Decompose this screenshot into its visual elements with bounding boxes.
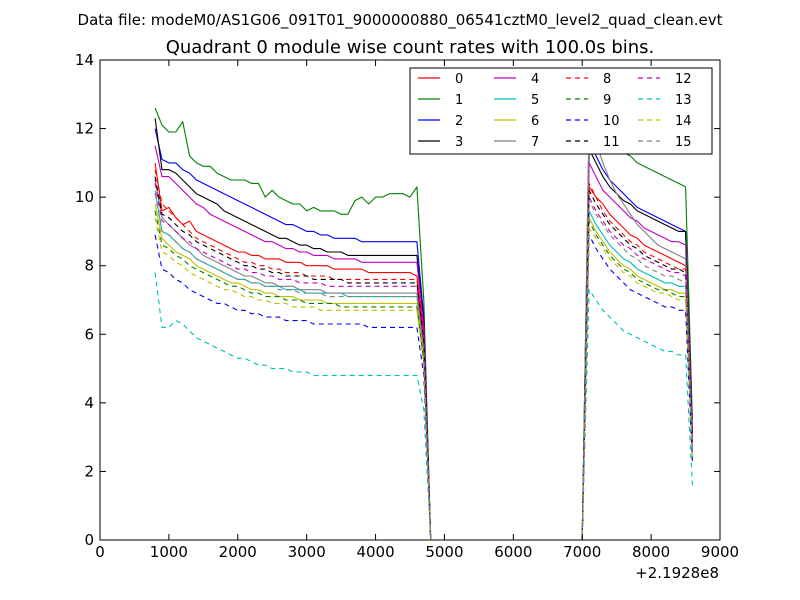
legend-item-8: 8 bbox=[566, 72, 611, 87]
legend-item-11: 11 bbox=[566, 135, 620, 150]
chart-title: Quadrant 0 module wise count rates with … bbox=[166, 37, 655, 58]
legend-item-0: 0 bbox=[418, 72, 463, 87]
y-tick-label: 14 bbox=[75, 51, 94, 69]
x-tick-label: 1000 bbox=[150, 543, 188, 561]
legend-item-15: 15 bbox=[638, 135, 692, 150]
legend-item-1: 1 bbox=[418, 93, 463, 108]
x-tick-label: 7000 bbox=[563, 543, 601, 561]
legend-label: 3 bbox=[455, 135, 463, 150]
y-tick-label: 8 bbox=[84, 257, 94, 275]
series-line-2 bbox=[154, 128, 693, 541]
legend-item-9: 9 bbox=[566, 93, 611, 108]
plot-frame bbox=[99, 59, 721, 541]
legend-label: 15 bbox=[675, 135, 692, 150]
legend-label: 7 bbox=[531, 135, 539, 150]
y-tick-label: 6 bbox=[84, 325, 94, 343]
x-tick-label: 2000 bbox=[219, 543, 257, 561]
x-tick-label: 9000 bbox=[701, 543, 739, 561]
legend-frame bbox=[409, 67, 713, 155]
legend-item-6: 6 bbox=[494, 114, 539, 129]
legend-item-4: 4 bbox=[494, 72, 539, 87]
legend-item-2: 2 bbox=[418, 114, 463, 129]
tick-layer: 0 1000 2000 3000 4000 5000 6000 7000 8000 9000 0 2 4… bbox=[75, 51, 739, 561]
legend-item-12: 12 bbox=[638, 72, 692, 87]
legend-label: 5 bbox=[531, 93, 539, 108]
legend-label: 2 bbox=[455, 114, 463, 129]
series-line-11 bbox=[154, 176, 693, 541]
series-line-9 bbox=[154, 210, 693, 541]
legend-item-14: 14 bbox=[638, 114, 692, 129]
y-tick-label: 4 bbox=[84, 394, 94, 412]
series-line-4 bbox=[154, 145, 693, 541]
legend-item-10: 10 bbox=[566, 114, 620, 129]
legend-label: 6 bbox=[531, 114, 539, 129]
legend-item-7: 7 bbox=[494, 135, 539, 150]
legend-item-3: 3 bbox=[418, 135, 463, 150]
y-tick-label: 0 bbox=[84, 531, 94, 549]
legend-label: 4 bbox=[531, 72, 539, 87]
x-tick-label: 4000 bbox=[356, 543, 394, 561]
legend-label: 11 bbox=[603, 135, 620, 150]
series-line-13 bbox=[154, 272, 693, 541]
x-tick-label: 5000 bbox=[425, 543, 463, 561]
y-tick-label: 12 bbox=[75, 120, 94, 138]
series-line-12 bbox=[154, 183, 693, 541]
series-line-15 bbox=[154, 193, 693, 541]
legend-label: 13 bbox=[675, 93, 692, 108]
series-line-8 bbox=[154, 169, 693, 541]
y-tick-label: 2 bbox=[84, 462, 94, 480]
x-tick-label: 0 bbox=[95, 543, 105, 561]
legend-label: 0 bbox=[455, 72, 463, 87]
series-layer bbox=[154, 107, 693, 541]
legend-item-5: 5 bbox=[494, 93, 539, 108]
y-tick-label: 10 bbox=[75, 188, 94, 206]
legend-label: 14 bbox=[675, 114, 692, 129]
legend-item-13: 13 bbox=[638, 93, 692, 108]
x-tick-label: 3000 bbox=[288, 543, 326, 561]
legend-label: 9 bbox=[603, 93, 611, 108]
x-tick-label: 6000 bbox=[494, 543, 532, 561]
x-tick-label: 8000 bbox=[632, 543, 670, 561]
legend-label: 8 bbox=[603, 72, 611, 87]
legend-label: 1 bbox=[455, 93, 463, 108]
x-offset-label: +2.1928e8 bbox=[635, 564, 719, 582]
legend-label: 12 bbox=[675, 72, 692, 87]
chart-suptitle: Data file: modeM0/AS1G06_091T01_90000008… bbox=[78, 11, 723, 30]
legend-label: 10 bbox=[603, 114, 620, 129]
